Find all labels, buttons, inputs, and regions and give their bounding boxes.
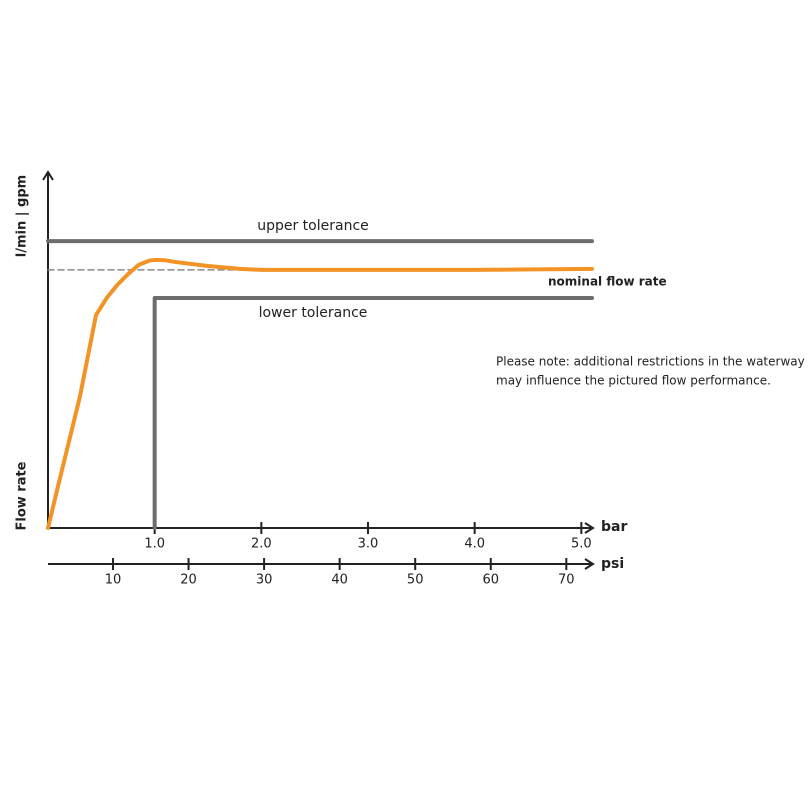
x2-tick-label: 30: [256, 573, 273, 588]
x-tick-label: 5.0: [571, 537, 592, 552]
tolerance-line: [152, 296, 594, 530]
x2-tick-label: 20: [180, 573, 197, 588]
note: may influence the pictured flow performa…: [496, 374, 771, 388]
x2-tick-label: 10: [105, 573, 122, 588]
arrow: [584, 558, 595, 570]
x2-tick-label: 60: [482, 573, 499, 588]
x-tick-label: 4.0: [464, 537, 485, 552]
note: Please note: additional restrictions in …: [496, 355, 805, 369]
series-label: lower tolerance: [259, 305, 368, 321]
x-tick-label: 1.0: [144, 537, 165, 552]
flow-curve: [46, 257, 594, 530]
x-axis-label: bar: [601, 519, 627, 535]
x2-tick-label: 70: [558, 573, 575, 588]
axes: [42, 170, 595, 570]
x2-tick-label: 50: [407, 573, 424, 588]
y-axis-label: Flow rate: [15, 461, 30, 530]
series-label: upper tolerance: [257, 218, 369, 234]
x-tick-label: 2.0: [251, 537, 272, 552]
x2-axis-label: psi: [601, 556, 624, 572]
y-axis-label: l/min | gpm: [15, 175, 30, 257]
series-label: nominal flow rate: [548, 275, 667, 289]
x-tick-label: 3.0: [358, 537, 379, 552]
arrow: [42, 170, 54, 181]
arrow: [584, 522, 595, 534]
x2-tick-label: 40: [331, 573, 348, 588]
